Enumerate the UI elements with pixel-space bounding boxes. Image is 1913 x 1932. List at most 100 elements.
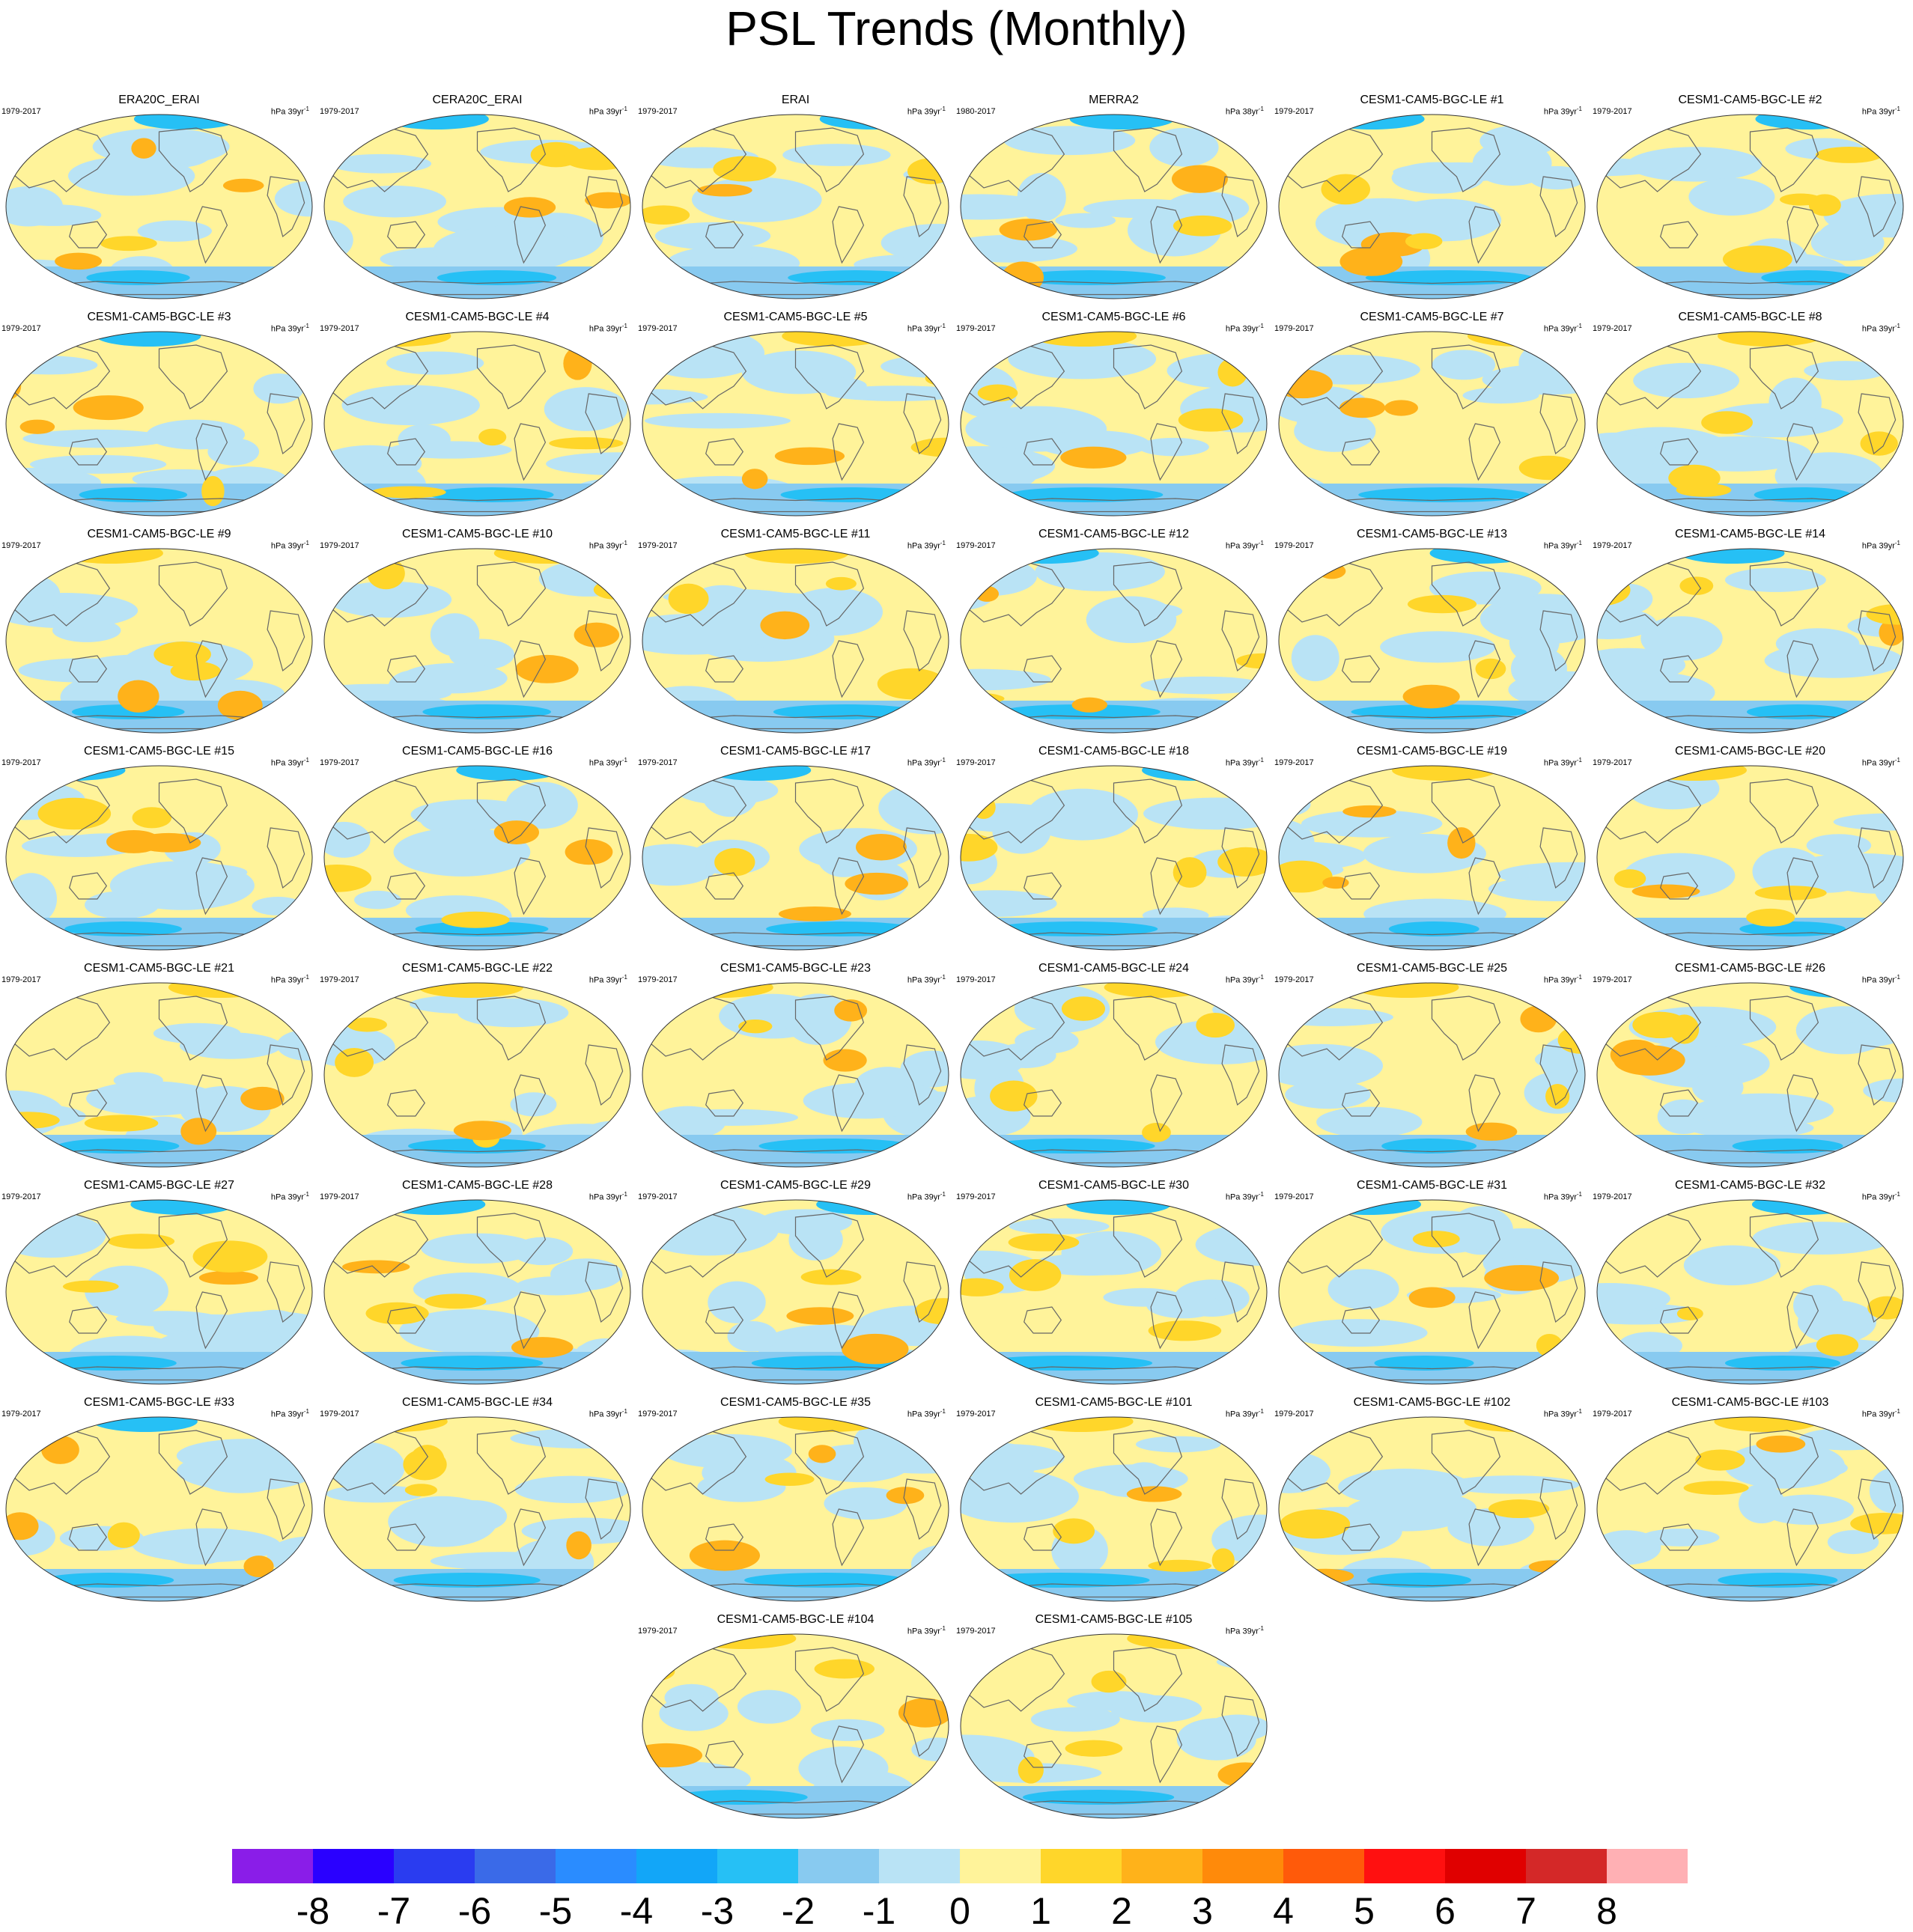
- units-period: 39yr: [1242, 1627, 1259, 1636]
- colorbar-label: -4: [619, 1890, 654, 1932]
- psl-trend-map: [5, 114, 313, 299]
- positive-trend-region: [37, 797, 112, 830]
- positive-trend-region: [1488, 1499, 1550, 1519]
- panel-units: hPa 39yr-1: [907, 974, 946, 985]
- units-period: 39yr: [288, 975, 304, 985]
- units-hpa: hPa: [589, 758, 606, 768]
- positive-trend-region: [347, 1017, 387, 1032]
- coastline-2: [1150, 206, 1183, 264]
- panel-units: hPa 39yr-1: [907, 323, 946, 334]
- positive-trend-region: [19, 419, 55, 434]
- units-hpa: hPa: [1225, 324, 1243, 334]
- positive-trend-region: [1171, 165, 1228, 193]
- coastline-1: [476, 561, 547, 627]
- coastline-2: [514, 640, 547, 698]
- coastline-2: [1786, 423, 1819, 481]
- positive-trend-region: [999, 219, 1058, 241]
- panel-units: hPa 38yr-1: [1226, 106, 1264, 117]
- units-period: 39yr: [924, 541, 940, 551]
- coastline-3: [1221, 393, 1260, 455]
- negative-trend-region: [1149, 127, 1219, 167]
- positive-trend-region: [774, 447, 845, 466]
- negative-trend-region: [1761, 1494, 1855, 1526]
- colorbar-label: -5: [538, 1890, 573, 1932]
- coastline-3: [267, 1478, 305, 1541]
- negative-trend-region: [737, 1689, 801, 1724]
- map-border: [1278, 548, 1586, 734]
- panel-title: CESM1-CAM5-BGC-LE #15: [84, 745, 234, 758]
- coastline-2: [1468, 857, 1501, 915]
- units-exponent: -1: [1576, 1191, 1582, 1198]
- negative-trend-region: [329, 581, 452, 618]
- positive-trend-region: [1405, 233, 1443, 250]
- positive-trend-region: [1545, 1084, 1570, 1109]
- map-border: [642, 1633, 949, 1819]
- negative-trend-region: [132, 1528, 281, 1563]
- positive-trend-region: [1407, 594, 1477, 614]
- negative-trend-core: [1381, 1139, 1477, 1154]
- coastline-1: [1113, 561, 1183, 627]
- map-panel: CESM1-CAM5-BGC-LE #25 1979-2017 hPa 39yr-1: [1273, 962, 1591, 1179]
- coastline-3: [1221, 827, 1260, 889]
- coastline-2: [1150, 1074, 1183, 1133]
- negative-trend-region: [18, 658, 146, 683]
- panel-years: 1979-2017: [1593, 975, 1632, 984]
- positive-trend-region: [62, 1280, 119, 1293]
- positive-trend-region: [1148, 1320, 1222, 1341]
- units-period: 39yr: [288, 1410, 304, 1419]
- coastline-4: [1342, 438, 1381, 466]
- panel-years: 1979-2017: [1, 1410, 41, 1418]
- negative-trend-region: [86, 1081, 218, 1116]
- positive-trend-region: [1297, 1568, 1354, 1584]
- map-panel-grid: ERA20C_ERAI 1979-2017 hPa 39yr-1 CERA20C_ER…: [1, 94, 1904, 1830]
- coastline-4: [1024, 221, 1062, 249]
- panel-units: hPa 39yr-1: [1226, 540, 1264, 551]
- psl-trend-map: [642, 114, 949, 299]
- negative-trend-region: [1806, 834, 1872, 857]
- map-border: [323, 765, 631, 951]
- positive-trend-region: [1754, 886, 1827, 901]
- map-border: [960, 765, 1268, 951]
- panel-units: hPa 39yr-1: [271, 540, 309, 551]
- panel-units: hPa 39yr-1: [1226, 1191, 1264, 1202]
- panel-title: CESM1-CAM5-BGC-LE #18: [1038, 745, 1189, 758]
- negative-trend-region: [1836, 1020, 1903, 1047]
- negative-trend-region: [329, 153, 432, 174]
- units-exponent: -1: [940, 323, 946, 329]
- panel-units: hPa 39yr-1: [589, 323, 627, 334]
- map-panel: CESM1-CAM5-BGC-LE #17 1979-2017 hPa 39yr-1: [636, 745, 955, 962]
- positive-trend-region: [243, 1555, 274, 1577]
- positive-trend-region: [714, 848, 755, 877]
- positive-trend-region: [738, 1019, 773, 1034]
- colorbar-label: 7: [1515, 1890, 1536, 1932]
- colorbar-swatch: [1526, 1849, 1607, 1883]
- units-hpa: hPa: [907, 1627, 925, 1636]
- panel-title: CESM1-CAM5-BGC-LE #1: [1360, 94, 1504, 106]
- psl-trend-map: [5, 765, 313, 951]
- map-panel: CESM1-CAM5-BGC-LE #1 1979-2017 hPa 39yr-1: [1273, 94, 1591, 311]
- map-border: [5, 765, 313, 951]
- negative-trend-core: [422, 704, 552, 719]
- negative-trend-region: [1380, 631, 1496, 663]
- psl-trend-map: [960, 1416, 1268, 1602]
- coastline-2: [514, 423, 547, 481]
- coastline-4: [1660, 438, 1699, 466]
- map-panel: CESM1-CAM5-BGC-LE #19 1979-2017 hPa 39yr-1: [1273, 745, 1591, 962]
- negative-trend-region: [1597, 432, 1658, 476]
- map-border: [642, 982, 949, 1168]
- negative-trend-region: [1633, 362, 1740, 399]
- psl-trend-map: [1278, 548, 1586, 734]
- negative-trend-core: [430, 487, 554, 502]
- panel-years: 1979-2017: [320, 758, 359, 767]
- map-panel: CESM1-CAM5-BGC-LE #105 1979-2017 hPa 39yr-…: [955, 1613, 1273, 1830]
- colorbar-swatch: [1364, 1849, 1445, 1883]
- coastline-4: [1024, 1523, 1062, 1551]
- negative-trend-region: [1445, 1475, 1580, 1494]
- arctic-trend-region: [1714, 1417, 1819, 1432]
- coastline-1: [1749, 778, 1819, 844]
- panel-title: CESM1-CAM5-BGC-LE #22: [402, 962, 553, 975]
- coastline-3: [903, 393, 942, 455]
- coastline-3: [1858, 176, 1897, 238]
- negative-trend-region: [1037, 430, 1150, 458]
- panel-units: hPa 39yr-1: [271, 1191, 309, 1202]
